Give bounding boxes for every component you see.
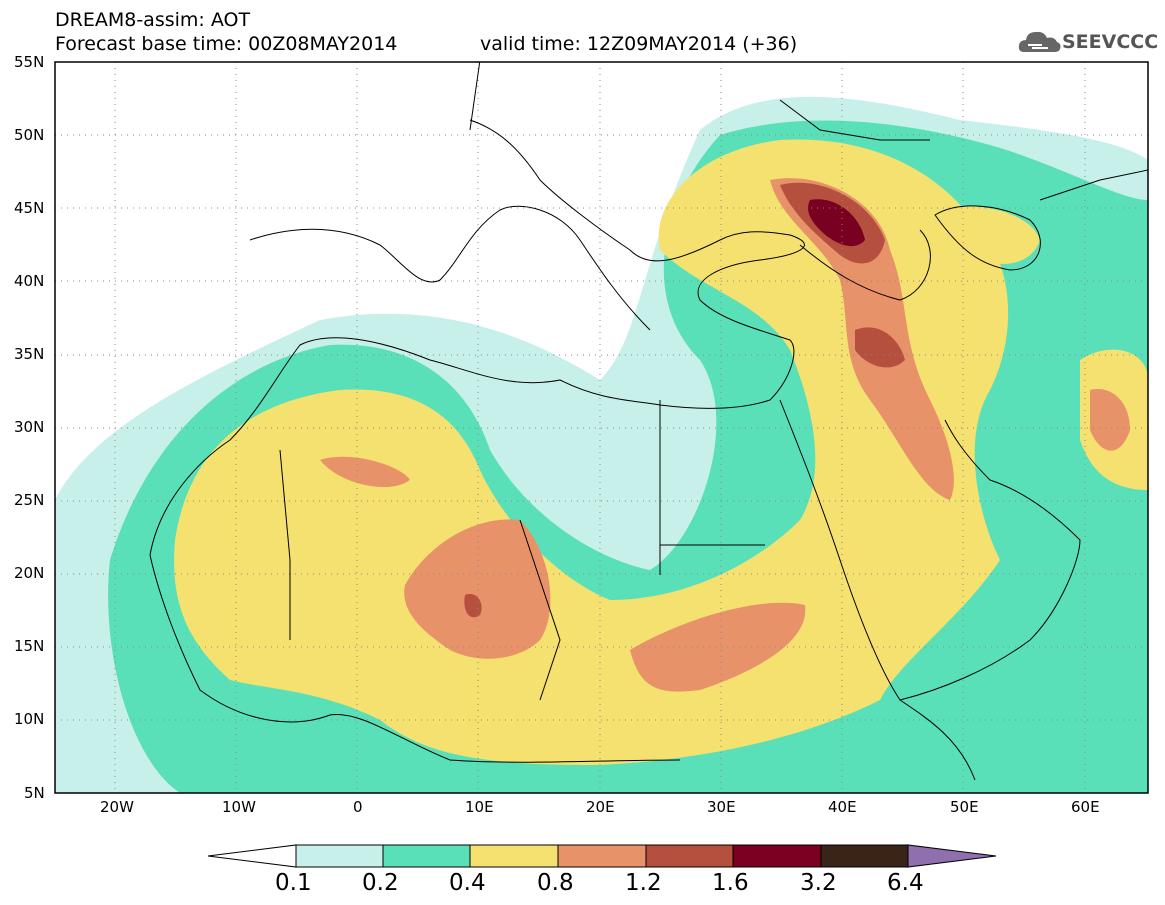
lat-tick-label: 30N: [14, 418, 45, 436]
seevccc-logo: SEEVCCC: [1018, 28, 1158, 56]
colorbar-cell: [645, 844, 734, 868]
lon-tick-label: 50E: [950, 798, 979, 816]
map-frame: [54, 61, 1149, 794]
colorbar-cell-below: [207, 844, 297, 868]
lat-tick-label: 15N: [14, 637, 45, 655]
colorbar-cell: [295, 844, 384, 868]
forecast-base-time: Forecast base time: 00Z08MAY2014: [55, 33, 398, 55]
lat-tick-label: 25N: [14, 491, 45, 509]
logo-text: SEEVCCC: [1062, 31, 1159, 53]
coastlines: [149, 62, 1148, 781]
colorbar-cell-above: [907, 844, 997, 868]
colorbar-label: 1.2: [625, 870, 662, 896]
colorbar-cell: [469, 844, 559, 868]
lon-tick-label: 20W: [100, 798, 134, 816]
colorbar-label: 6.4: [887, 870, 924, 896]
lon-tick-label: 60E: [1071, 798, 1100, 816]
cloud-icon: [1018, 31, 1061, 52]
lat-tick-label: 10N: [14, 710, 45, 728]
aot-field: [55, 96, 1148, 793]
colorbar-cell: [557, 844, 647, 868]
valid-time: valid time: 12Z09MAY2014 (+36): [480, 33, 798, 55]
lon-tick-label: 0: [353, 798, 363, 816]
map-title: DREAM8-assim: AOT: [55, 9, 251, 31]
colorbar: [207, 844, 997, 868]
lat-tick-label: 40N: [14, 272, 45, 290]
lat-tick-label: 5N: [24, 784, 45, 802]
lat-tick-label: 35N: [14, 345, 45, 363]
colorbar-label: 0.4: [449, 870, 486, 896]
lat-tick-label: 20N: [14, 564, 45, 582]
lon-tick-label: 10E: [465, 798, 494, 816]
colorbar-label: 0.2: [362, 870, 399, 896]
lon-tick-label: 20E: [586, 798, 615, 816]
colorbar-label: 3.2: [800, 870, 837, 896]
lat-tick-label: 45N: [14, 199, 45, 217]
lat-tick-label: 50N: [14, 126, 45, 144]
colorbar-label: 0.1: [275, 870, 312, 896]
colorbar-label: 1.6: [712, 870, 749, 896]
colorbar-cell: [820, 844, 909, 868]
map-grid: [55, 62, 1148, 793]
colorbar-cell: [732, 844, 822, 868]
colorbar-cell: [382, 844, 471, 868]
colorbar-label: 0.8: [537, 870, 574, 896]
aot-layer-1.6: [808, 199, 865, 247]
lon-tick-label: 40E: [828, 798, 857, 816]
lat-tick-label: 55N: [14, 53, 45, 71]
lon-tick-label: 10W: [222, 798, 256, 816]
lon-tick-label: 30E: [707, 798, 736, 816]
